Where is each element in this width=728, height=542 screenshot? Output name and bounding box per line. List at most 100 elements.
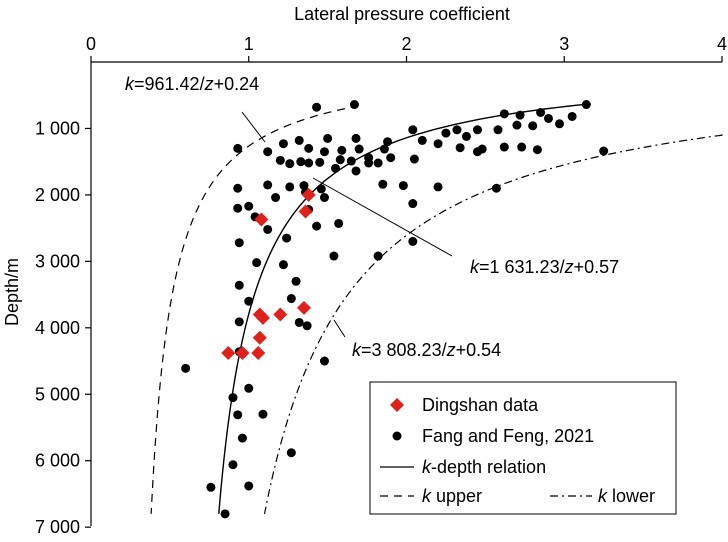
fang-feng-point xyxy=(334,218,344,228)
fang-feng-point xyxy=(536,108,546,117)
fang-feng-point xyxy=(278,260,288,270)
fang-feng-points xyxy=(181,100,609,519)
fang-feng-point xyxy=(285,182,295,192)
annotation-mid-rest: =1 631.23/ xyxy=(479,257,565,277)
fang-feng-point xyxy=(512,120,522,130)
fang-feng-point xyxy=(383,137,393,147)
fang-feng-point xyxy=(351,133,361,143)
y-tick-label: 3 000 xyxy=(35,251,80,271)
fang-feng-point xyxy=(316,184,326,194)
y-tick-label: 5 000 xyxy=(35,384,80,404)
fang-feng-point xyxy=(337,145,347,155)
fang-feng-point xyxy=(493,125,503,135)
fang-feng-point xyxy=(315,157,325,167)
fang-feng-point xyxy=(258,409,268,419)
y-tick-label: 4 000 xyxy=(35,318,80,338)
fang-feng-point xyxy=(312,102,322,112)
legend-dingshan-label: Dingshan data xyxy=(422,395,539,415)
fang-feng-point xyxy=(271,193,281,203)
fang-feng-point xyxy=(378,179,388,189)
fang-feng-point xyxy=(263,224,273,234)
x-tick-label: 4 xyxy=(717,34,727,54)
dingshan-points xyxy=(221,187,316,361)
fang-feng-point xyxy=(515,110,525,120)
legend-lower-label: k lower xyxy=(598,486,655,506)
annotation-leaders xyxy=(241,111,453,338)
fang-feng-point xyxy=(244,296,254,306)
fang-feng-point xyxy=(291,276,301,286)
legend-upper-rest: upper xyxy=(431,486,482,506)
legend-fang-marker xyxy=(392,431,402,441)
fang-feng-point xyxy=(323,133,333,143)
fang-feng-point xyxy=(304,143,314,153)
legend-relation-label: k-depth relation xyxy=(422,457,546,477)
fang-feng-point xyxy=(599,146,609,156)
annotation-upper-z: z xyxy=(204,74,214,94)
annotation-mid-tail: +0.57 xyxy=(574,257,620,277)
leader-lower xyxy=(333,319,346,338)
annotation-lower: k=3 808.23/z+0.54 xyxy=(352,340,501,360)
fang-feng-point xyxy=(206,482,216,492)
x-tick-label: 0 xyxy=(86,34,96,54)
annotation-mid: k=1 631.23/z+0.57 xyxy=(470,257,619,277)
legend-dingshan-marker xyxy=(390,398,404,412)
fang-feng-point xyxy=(528,121,538,131)
fang-feng-point xyxy=(233,183,243,193)
annotation-upper: k=961.42/z+0.24 xyxy=(125,74,259,94)
fang-feng-point xyxy=(555,119,565,129)
legend-fang-label: Fang and Feng, 2021 xyxy=(422,426,594,446)
dingshan-point xyxy=(301,187,316,202)
fang-feng-point xyxy=(275,155,285,165)
legend-upper-label: k upper xyxy=(422,486,482,506)
fang-feng-point xyxy=(312,221,322,231)
legend-relation-k: k xyxy=(422,457,432,477)
fang-feng-point xyxy=(252,258,262,268)
dingshan-point xyxy=(296,300,311,315)
fang-feng-point xyxy=(286,294,296,304)
fang-feng-point xyxy=(319,147,329,157)
fang-feng-point xyxy=(285,159,295,169)
fang-feng-point xyxy=(244,383,254,393)
fang-feng-point xyxy=(244,201,254,211)
fang-feng-point xyxy=(331,163,341,173)
fang-feng-point xyxy=(491,183,501,193)
annotation-lower-k: k xyxy=(352,340,362,360)
fang-feng-point xyxy=(499,142,509,152)
fang-feng-point xyxy=(319,193,329,203)
annotation-upper-rest: =961.42/ xyxy=(134,74,205,94)
fang-feng-point xyxy=(517,142,527,152)
y-tick-label: 6 000 xyxy=(35,451,80,471)
fang-feng-point xyxy=(181,363,191,373)
leader-mid xyxy=(312,177,453,257)
x-tick-label: 2 xyxy=(401,34,411,54)
fang-feng-point xyxy=(543,113,553,123)
fang-feng-point xyxy=(379,144,389,154)
fang-feng-point xyxy=(296,157,306,167)
fang-feng-point xyxy=(244,481,254,491)
fang-feng-point xyxy=(286,448,296,458)
y-tick-label: 2 000 xyxy=(35,185,80,205)
annotation-lower-tail: +0.54 xyxy=(456,340,502,360)
legend-lower-rest: lower xyxy=(607,486,655,506)
annotation-lower-rest: =3 808.23/ xyxy=(361,340,447,360)
fang-feng-point xyxy=(408,236,418,246)
fang-feng-point xyxy=(304,158,314,168)
fang-feng-point xyxy=(228,393,238,403)
x-ticks: 0 1 2 3 4 xyxy=(86,34,727,62)
fang-feng-point xyxy=(294,317,304,327)
dingshan-point xyxy=(255,310,270,325)
legend-box xyxy=(369,381,677,515)
fang-feng-point xyxy=(234,317,244,327)
dingshan-point xyxy=(273,307,288,322)
fang-feng-point xyxy=(354,144,364,154)
fang-feng-point xyxy=(351,166,361,176)
fang-feng-point xyxy=(472,147,482,157)
fang-feng-point xyxy=(335,155,345,165)
fang-feng-point xyxy=(319,356,329,366)
fang-feng-point xyxy=(409,154,419,164)
fang-feng-point xyxy=(461,131,471,141)
fang-feng-point xyxy=(302,321,312,331)
fang-feng-point xyxy=(237,433,247,443)
fang-feng-point xyxy=(532,145,542,155)
